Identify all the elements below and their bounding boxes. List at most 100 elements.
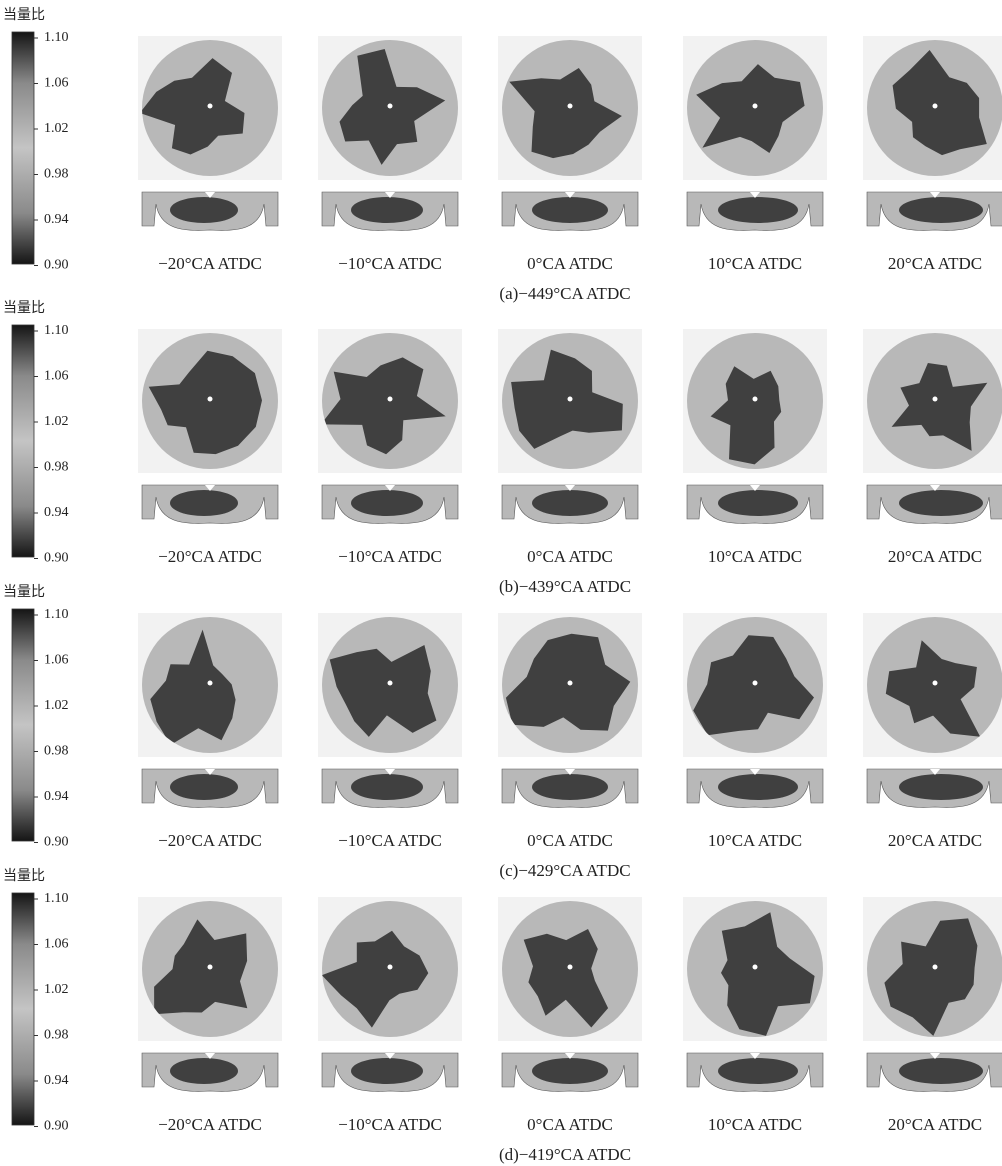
injector <box>388 965 393 970</box>
colorbar-tick-label: 0.98 <box>44 1028 69 1043</box>
colorbar-title: 当量比 <box>3 300 45 316</box>
colorbar-tick-label: 1.10 <box>44 323 69 338</box>
image-label: 0°CA ATDC <box>527 831 613 850</box>
colorbar-title: 当量比 <box>3 584 45 600</box>
colorbar-title: 当量比 <box>3 868 45 884</box>
panel: 当量比 1.10 1.06 1.02 0.98 0.94 0.90 −20°CA ATDC −1… <box>3 868 1002 1164</box>
colorbar-tick-label: 0.98 <box>44 460 69 475</box>
bowl-rich-region <box>170 774 238 800</box>
bowl-rich-region <box>718 197 798 223</box>
image-label: 20°CA ATDC <box>888 547 982 566</box>
image-label: 0°CA ATDC <box>527 547 613 566</box>
colorbar-tick-label: 1.02 <box>44 414 69 429</box>
colorbar <box>12 609 34 841</box>
panel: 当量比 1.10 1.06 1.02 0.98 0.94 0.90 −20°CA ATDC −1… <box>3 584 1002 880</box>
bowl-rich-region <box>170 197 238 223</box>
injector <box>568 397 573 402</box>
bowl-rich-region <box>532 1058 608 1084</box>
image-label: 20°CA ATDC <box>888 831 982 850</box>
image-label: 0°CA ATDC <box>527 254 613 273</box>
image-label: 20°CA ATDC <box>888 1115 982 1134</box>
injector <box>753 104 758 109</box>
image-label: 10°CA ATDC <box>708 831 802 850</box>
injector <box>208 104 213 109</box>
injector <box>753 397 758 402</box>
bowl-rich-region <box>170 490 238 516</box>
colorbar-tick-label: 0.90 <box>44 551 69 566</box>
colorbar-tick-label: 1.10 <box>44 607 69 622</box>
bowl-rich-region <box>718 774 798 800</box>
bowl-rich-region <box>351 490 423 516</box>
image-label: −10°CA ATDC <box>338 1115 442 1134</box>
bowl-rich-region <box>718 490 798 516</box>
panel-caption: (c)−429°CA ATDC <box>499 861 630 880</box>
bowl-rich-region <box>718 1058 798 1084</box>
injector <box>388 104 393 109</box>
colorbar-tick-label: 1.06 <box>44 937 69 952</box>
injector <box>208 965 213 970</box>
injector <box>208 681 213 686</box>
colorbar <box>12 893 34 1125</box>
panel: 当量比 1.10 1.06 1.02 0.98 0.94 0.90 −20°CA ATDC −1… <box>3 7 1002 303</box>
colorbar-tick-label: 0.90 <box>44 1119 69 1134</box>
image-label: 20°CA ATDC <box>888 254 982 273</box>
colorbar-tick-label: 1.02 <box>44 698 69 713</box>
injector <box>753 681 758 686</box>
bowl-rich-region <box>899 490 983 516</box>
colorbar-tick-label: 0.98 <box>44 744 69 759</box>
colorbar-tick-label: 0.94 <box>44 505 69 520</box>
bowl-rich-region <box>532 197 608 223</box>
colorbar <box>12 325 34 557</box>
image-label: −20°CA ATDC <box>158 547 262 566</box>
injector <box>568 965 573 970</box>
injector <box>933 965 938 970</box>
colorbar-tick-label: 1.06 <box>44 76 69 91</box>
image-label: −20°CA ATDC <box>158 1115 262 1134</box>
colorbar-tick-label: 1.06 <box>44 369 69 384</box>
panel-caption: (a)−449°CA ATDC <box>499 284 630 303</box>
image-label: 0°CA ATDC <box>527 1115 613 1134</box>
bowl-rich-region <box>899 774 983 800</box>
colorbar-tick-label: 0.94 <box>44 789 69 804</box>
panel-caption: (b)−439°CA ATDC <box>499 577 631 596</box>
colorbar-tick-label: 1.10 <box>44 30 69 45</box>
bowl-rich-region <box>532 490 608 516</box>
bowl-rich-region <box>170 1058 238 1084</box>
colorbar-tick-label: 0.90 <box>44 258 69 273</box>
image-label: −20°CA ATDC <box>158 254 262 273</box>
injector <box>388 681 393 686</box>
injector <box>933 104 938 109</box>
colorbar-title: 当量比 <box>3 7 45 23</box>
colorbar-tick-label: 1.02 <box>44 121 69 136</box>
injector <box>933 397 938 402</box>
figure: 当量比 1.10 1.06 1.02 0.98 0.94 0.90 −20°CA ATDC −1… <box>0 0 1002 1166</box>
injector <box>388 397 393 402</box>
image-label: −10°CA ATDC <box>338 831 442 850</box>
colorbar-tick-label: 1.02 <box>44 982 69 997</box>
image-label: 10°CA ATDC <box>708 547 802 566</box>
injector <box>753 965 758 970</box>
colorbar-tick-label: 0.90 <box>44 835 69 850</box>
colorbar-tick-label: 1.10 <box>44 891 69 906</box>
image-label: 10°CA ATDC <box>708 1115 802 1134</box>
bowl-rich-region <box>351 1058 423 1084</box>
colorbar-tick-label: 1.06 <box>44 653 69 668</box>
injector <box>568 104 573 109</box>
image-label: −10°CA ATDC <box>338 254 442 273</box>
image-label: −20°CA ATDC <box>158 831 262 850</box>
colorbar <box>12 32 34 264</box>
colorbar-tick-label: 0.98 <box>44 167 69 182</box>
bowl-rich-region <box>899 197 983 223</box>
injector <box>208 397 213 402</box>
bowl-rich-region <box>351 197 423 223</box>
bowl-rich-region <box>351 774 423 800</box>
colorbar-tick-label: 0.94 <box>44 212 69 227</box>
image-label: 10°CA ATDC <box>708 254 802 273</box>
injector <box>568 681 573 686</box>
bowl-rich-region <box>899 1058 983 1084</box>
injector <box>933 681 938 686</box>
panel: 当量比 1.10 1.06 1.02 0.98 0.94 0.90 −20°CA ATDC −1… <box>3 300 1002 596</box>
image-label: −10°CA ATDC <box>338 547 442 566</box>
colorbar-tick-label: 0.94 <box>44 1073 69 1088</box>
panel-caption: (d)−419°CA ATDC <box>499 1145 631 1164</box>
